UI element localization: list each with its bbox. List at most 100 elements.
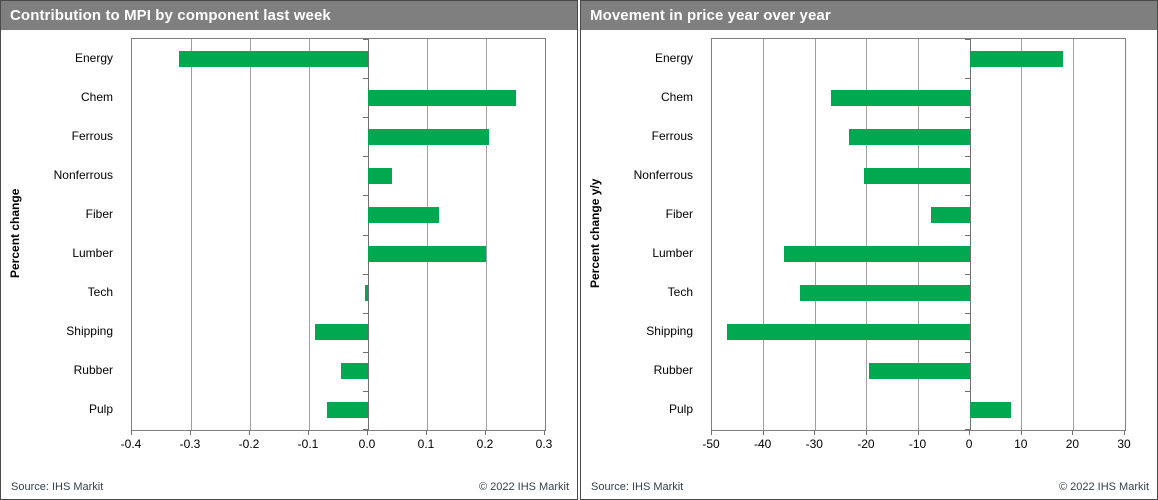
x-tick-label: -0.2: [238, 437, 260, 451]
x-tick-label: -0.3: [179, 437, 201, 451]
category-label: Pulp: [88, 402, 113, 417]
bar-pulp: [326, 402, 368, 419]
category-label: Fiber: [665, 206, 693, 221]
gridline: [1021, 39, 1023, 430]
category-tick-mark: [965, 39, 971, 40]
category-label: Rubber: [73, 363, 113, 378]
chart-body: Percent change Energy Chem Ferrous Nonferro…: [1, 30, 577, 499]
category-tick-mark: [965, 195, 971, 197]
category-tick-mark: [965, 156, 971, 158]
source-note: Source: IHS Markit: [591, 481, 684, 493]
gridline: [918, 39, 919, 430]
category-tick-mark: [965, 312, 971, 314]
category-tick-mark: [363, 351, 368, 353]
category-label: Chem: [660, 89, 693, 104]
bar-fiber: [368, 206, 439, 223]
bar-nonferrous: [368, 167, 392, 184]
bar-lumber: [784, 246, 971, 263]
category-tick-mark: [965, 390, 971, 392]
gridline: [249, 39, 251, 430]
x-tick-label: 30: [1117, 437, 1131, 451]
category-label: Nonferrous: [53, 167, 113, 182]
x-tick-label: 0.2: [476, 437, 494, 451]
bar-nonferrous: [864, 167, 971, 184]
bar-fiber: [931, 206, 971, 223]
category-tick-mark: [363, 273, 368, 275]
gridline: [190, 39, 192, 430]
category-label: Tech: [87, 285, 113, 300]
x-tick-label: -50: [702, 437, 720, 451]
x-tick-label: 0.3: [535, 437, 553, 451]
gridline: [485, 39, 487, 430]
bar-chem: [830, 89, 971, 106]
copyright-note: © 2022 IHS Markit: [1058, 481, 1149, 493]
category-label: Lumber: [652, 246, 693, 261]
category-tick-mark: [965, 117, 971, 119]
category-tick-mark: [965, 234, 971, 236]
bar-lumber: [368, 246, 486, 263]
category-label: Ferrous: [71, 128, 113, 143]
x-tick-label: 20: [1065, 437, 1080, 451]
category-label: Tech: [667, 285, 693, 300]
chart-body: Percent change y/y Energy Chem Ferrous Nonf…: [581, 30, 1157, 499]
bar-rubber: [869, 363, 971, 380]
x-tick-label: 0.0: [358, 437, 376, 451]
bar-shipping: [314, 324, 368, 341]
bar-energy: [970, 50, 1064, 67]
category-axis-labels: Energy Chem Ferrous Nonferrous Fiber Lumber Te…: [581, 38, 693, 429]
category-tick-mark: [363, 312, 368, 314]
gridline: [426, 39, 428, 430]
category-label: Chem: [80, 89, 113, 104]
gridline: [814, 39, 816, 430]
category-tick-mark: [965, 78, 971, 80]
plot-area: [131, 38, 546, 431]
chart-footer: Source: IHS Markit © 2022 IHS Markit: [11, 481, 569, 493]
bar-shipping: [727, 324, 971, 341]
chart-panel-mpi-contribution: Contribution to MPI by component last we…: [0, 0, 578, 500]
category-label: Shipping: [646, 324, 693, 339]
category-tick-mark: [965, 351, 971, 353]
chart-title-bar: Movement in price year over year: [581, 1, 1157, 30]
plot-area: [711, 38, 1126, 431]
x-tick-label: -40: [753, 437, 772, 451]
x-tick-label: -20: [857, 437, 875, 451]
category-tick-mark: [363, 78, 368, 80]
chart-title: Contribution to MPI by component last we…: [10, 7, 331, 24]
bar-energy: [179, 50, 368, 67]
chart-panel-price-movement: Movement in price year over year Percent…: [580, 0, 1158, 500]
gridline: [308, 39, 310, 430]
gridline: [1072, 39, 1074, 430]
category-axis-labels: Energy Chem Ferrous Nonferrous Fiber Lumber Te…: [1, 38, 113, 429]
category-tick-mark: [363, 156, 368, 158]
category-tick-mark: [363, 117, 368, 119]
bar-tech: [365, 285, 368, 302]
category-label: Energy: [654, 50, 693, 65]
category-tick-mark: [363, 429, 368, 430]
category-tick-mark: [965, 429, 971, 430]
chart-title-bar: Contribution to MPI by component last we…: [1, 1, 577, 30]
category-tick-mark: [363, 195, 368, 197]
category-label: Ferrous: [651, 128, 693, 143]
bar-ferrous: [368, 128, 489, 145]
bar-chem: [368, 89, 516, 106]
chart-footer: Source: IHS Markit © 2022 IHS Markit: [591, 481, 1149, 493]
category-tick-mark: [363, 234, 368, 236]
category-label: Rubber: [653, 363, 693, 378]
gridline: [866, 39, 868, 430]
x-tick-label: -10: [908, 437, 927, 451]
bar-tech: [799, 285, 971, 302]
x-tick-label: 0: [965, 437, 973, 451]
category-label: Shipping: [66, 324, 113, 339]
category-tick-mark: [965, 273, 971, 275]
zero-axis-line: [969, 39, 971, 430]
category-label: Pulp: [668, 402, 693, 417]
category-tick-mark: [363, 390, 368, 392]
x-tick-label: 0.1: [417, 437, 435, 451]
x-tick-label: -30: [805, 437, 823, 451]
bar-rubber: [341, 363, 368, 380]
category-label: Nonferrous: [633, 167, 693, 182]
category-label: Energy: [74, 50, 113, 65]
x-tick-label: -0.4: [120, 437, 142, 451]
category-label: Fiber: [85, 206, 113, 221]
